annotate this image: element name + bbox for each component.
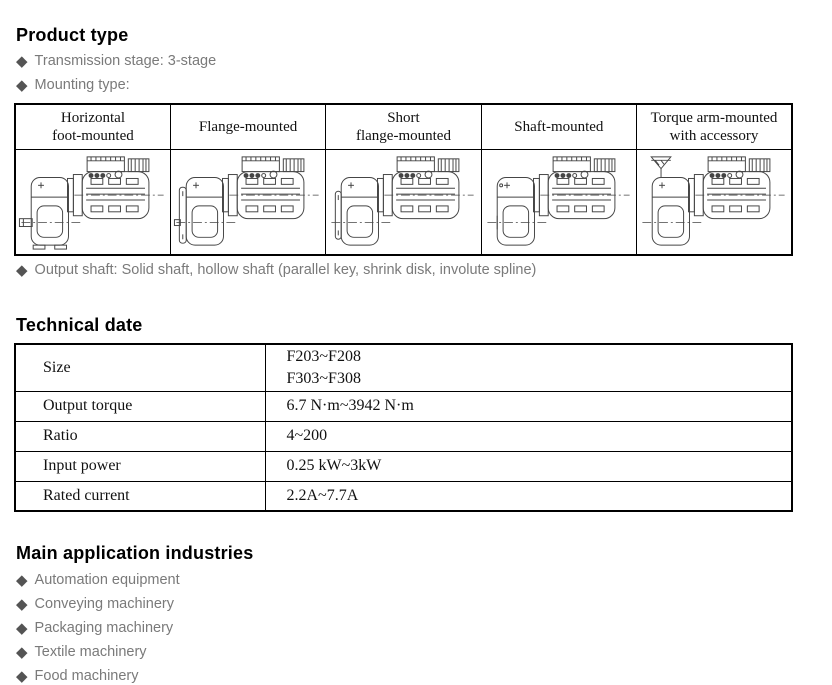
mounting-column-header-flange: Flange-mounted: [169, 103, 327, 150]
gearmotor-flange-mounted-image: [169, 148, 327, 256]
mounting-column-header-shaft: Shaft-mounted: [480, 103, 638, 150]
tech-value: 0.25 kW~3kW: [264, 450, 793, 482]
tech-value: F203~F208 F303~F308: [264, 343, 793, 392]
bullet-packaging-machinery: ◆ Packaging machinery: [16, 620, 832, 637]
technical-data-table: Size F203~F208 F303~F308 Output torque 6…: [14, 343, 793, 512]
gearmotor-short-flange-mounted-image: [325, 148, 482, 256]
mounting-column-header-torque-arm: Torque arm-mounted with accessory: [636, 103, 793, 150]
bullet-mounting-type: ◆ Mounting type:: [16, 77, 832, 94]
bullet-food-machinery: ◆ Food machinery: [16, 668, 832, 685]
tech-value: 2.2A~7.7A: [264, 480, 793, 512]
bullet-automation-equipment: ◆ Automation equipment: [16, 572, 832, 589]
gearmotor-horizontal-foot-mounted-image: [14, 148, 171, 256]
bullet-label: Transmission stage: 3-stage: [34, 53, 217, 69]
table-row-output-torque: Output torque 6.7 N·m~3942 N·m: [14, 390, 793, 422]
gearmotor-torque-arm-mounted-image: [636, 148, 793, 256]
mounting-table-image-row: [14, 148, 793, 256]
diamond-bullet-icon: ◆: [16, 596, 28, 613]
diamond-bullet-icon: ◆: [16, 572, 28, 589]
diamond-bullet-icon: ◆: [16, 77, 28, 94]
section-title-product-type: Product type: [16, 25, 129, 45]
section-title-main-applications: Main application industries: [16, 543, 254, 563]
tech-value: 6.7 N·m~3942 N·m: [264, 390, 793, 422]
table-row-size: Size F203~F208 F303~F308: [14, 343, 793, 392]
bullet-conveying-machinery: ◆ Conveying machinery: [16, 596, 832, 613]
diamond-bullet-icon: ◆: [16, 53, 28, 70]
mounting-column-header-short-flange: Short flange-mounted: [325, 103, 482, 150]
bullet-label: Textile machinery: [34, 644, 147, 660]
tech-value: 4~200: [264, 420, 793, 452]
diamond-bullet-icon: ◆: [16, 262, 28, 279]
bullet-label: Conveying machinery: [34, 596, 174, 612]
diamond-bullet-icon: ◆: [16, 644, 28, 661]
table-row-input-power: Input power 0.25 kW~3kW: [14, 450, 793, 482]
table-row-ratio: Ratio 4~200: [14, 420, 793, 452]
diamond-bullet-icon: ◆: [16, 668, 28, 685]
tech-label: Rated current: [14, 480, 266, 512]
bullet-label: Food machinery: [34, 668, 139, 684]
bullet-output-shaft: ◆ Output shaft: Solid shaft, hollow shaf…: [16, 262, 832, 279]
mounting-table-header-row: Horizontal foot-mounted Flange-mounted S…: [14, 103, 793, 150]
bullet-label: Output shaft: Solid shaft, hollow shaft …: [34, 262, 537, 278]
bullet-textile-machinery: ◆ Textile machinery: [16, 644, 832, 661]
tech-label: Input power: [14, 450, 266, 482]
table-row-rated-current: Rated current 2.2A~7.7A: [14, 480, 793, 512]
tech-label: Size: [14, 343, 266, 392]
mounting-type-table: Horizontal foot-mounted Flange-mounted S…: [14, 103, 793, 256]
diamond-bullet-icon: ◆: [16, 620, 28, 637]
section-title-technical-date: Technical date: [16, 315, 143, 335]
bullet-transmission-stage: ◆ Transmission stage: 3-stage: [16, 53, 832, 70]
gearmotor-shaft-mounted-image: [480, 148, 638, 256]
mounting-column-header-horizontal-foot: Horizontal foot-mounted: [14, 103, 171, 150]
bullet-label: Packaging machinery: [34, 620, 174, 636]
tech-label: Output torque: [14, 390, 266, 422]
bullet-label: Mounting type:: [34, 77, 130, 93]
tech-label: Ratio: [14, 420, 266, 452]
bullet-label: Automation equipment: [34, 572, 180, 588]
